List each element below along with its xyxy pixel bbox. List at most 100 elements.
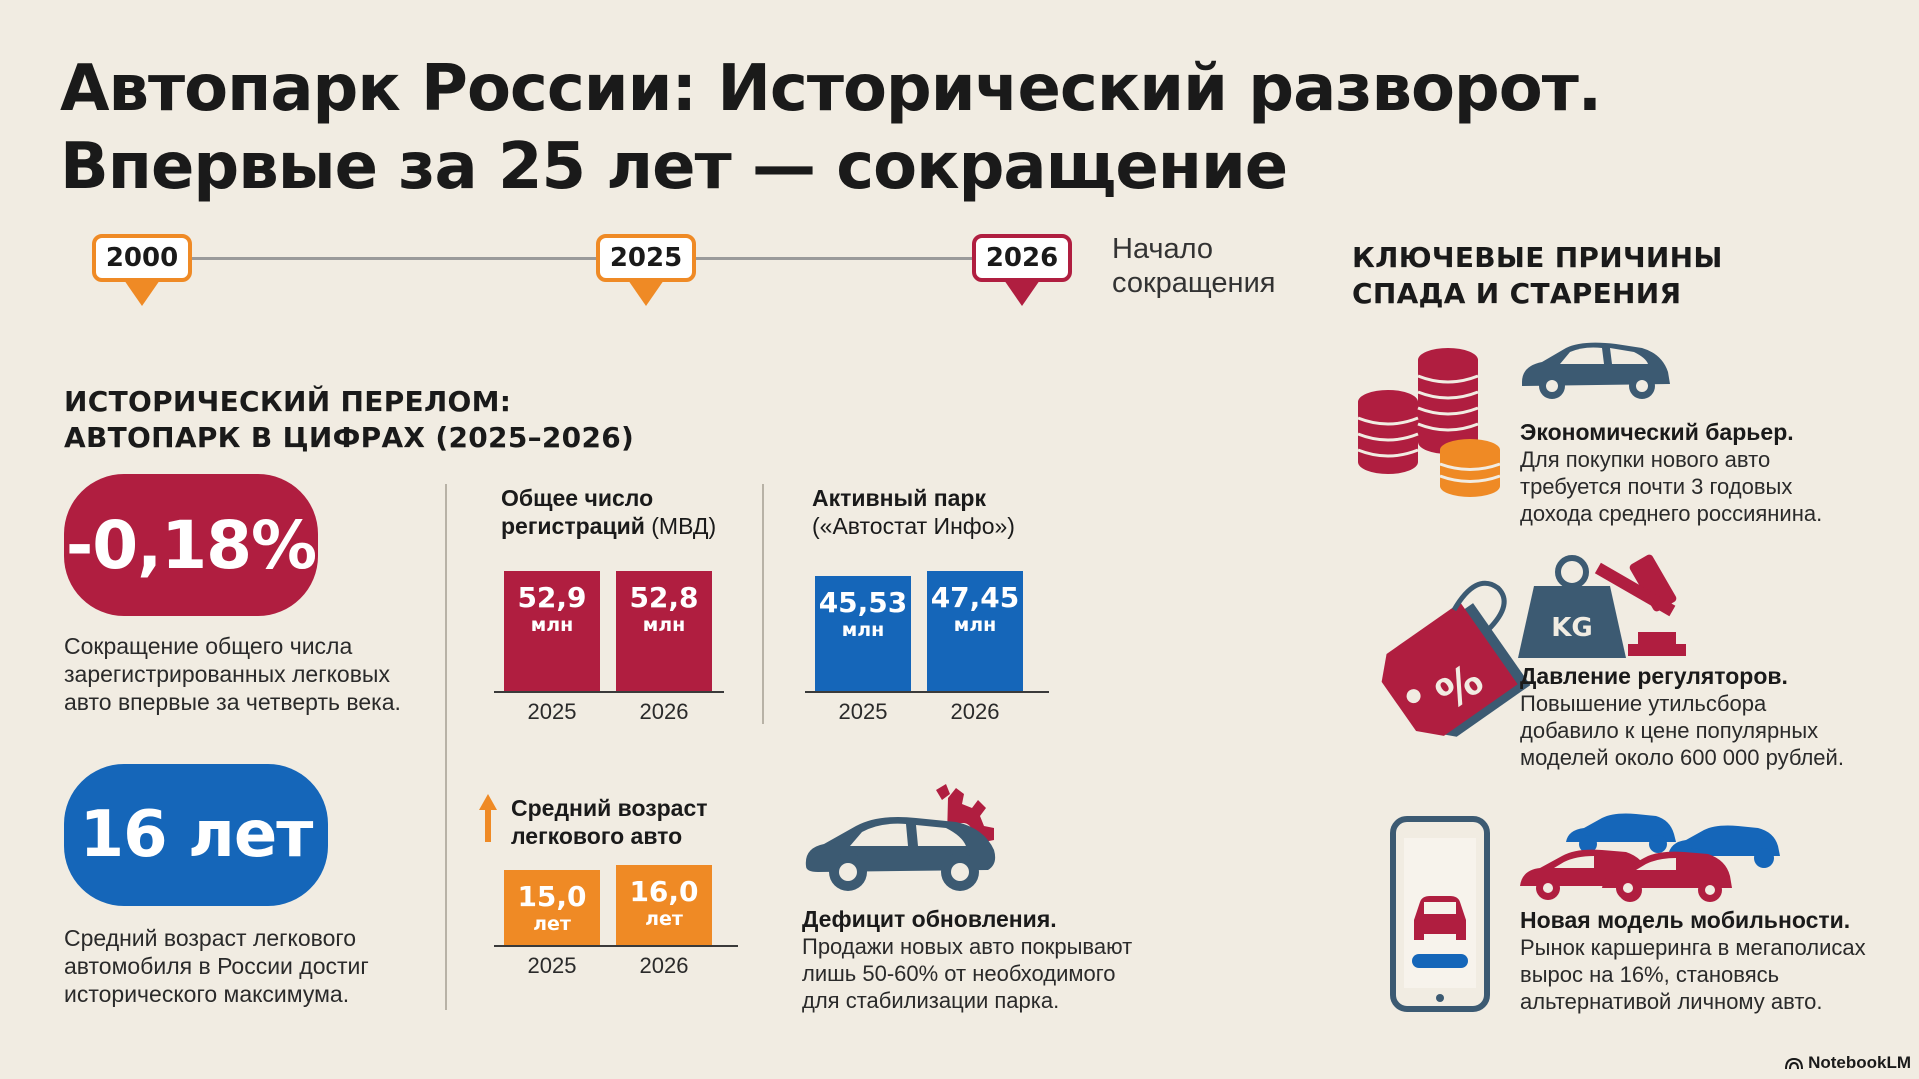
x-axis (805, 691, 1049, 693)
coins-car-icon (1356, 342, 1676, 502)
bar-value-label: 52,8 млн (616, 583, 712, 637)
chart-active-park-title: Активный парк («Автостат Инфо») (812, 484, 1015, 540)
reason-economic: Экономический барьер. Для покупки нового… (1520, 418, 1822, 527)
reason-regulators: Давление регуляторов. Повышение утильсбо… (1520, 662, 1844, 771)
reason-title: Экономический барьер. (1520, 419, 1794, 445)
section-heading-line1: КЛЮЧЕВЫЕ ПРИЧИНЫ (1352, 241, 1723, 274)
chart-age: 15,0 лет 2025 16,0 лет 2026 (494, 858, 738, 981)
reason-line: Для покупки нового авто (1520, 447, 1771, 472)
timeline-point-2026: 2026 (972, 234, 1072, 306)
price-tag-weight-gavel-icon: % KG (1348, 552, 1688, 752)
timeline-note-line2: сокращения (1112, 267, 1276, 299)
car-fleet-icon (1518, 812, 1788, 906)
bar-2026: 52,8 млн (616, 571, 712, 691)
page-title-line1: Автопарк России: Исторический разворот. (60, 52, 1602, 126)
bar-unit: млн (530, 614, 574, 636)
bar-value-label: 15,0 лет (504, 882, 600, 936)
car-broken-gear-icon (798, 780, 1030, 900)
chart-title-bold: Активный парк (812, 485, 986, 511)
deficit-line: Продажи новых авто покрывают (802, 934, 1133, 959)
stat-age-value: 16 лет (79, 798, 314, 872)
reason-line: требуется почти 3 годовых (1520, 474, 1793, 499)
timeline-pin-tip (1004, 280, 1040, 306)
stat-age-badge: 16 лет (64, 764, 328, 906)
bar-value: 52,9 (517, 581, 587, 614)
reason-line: вырос на 16%, становясь (1520, 962, 1780, 987)
chart-title-bold: легкового авто (511, 823, 683, 849)
reason-mobility: Новая модель мобильности. Рынок каршерин… (1520, 906, 1866, 1015)
chart-title-bold: Общее число (501, 485, 654, 511)
reason-line: Рынок каршеринга в мегаполисах (1520, 935, 1866, 960)
chart-title-bold: Средний возраст (511, 795, 708, 821)
chart-registrations: 52,9 млн 2025 52,8 млн 2026 (494, 555, 724, 727)
x-axis (494, 691, 724, 693)
chart-registrations-title: Общее число регистраций (МВД) (501, 484, 716, 540)
desc-line: зарегистрированных легковых (64, 661, 390, 687)
notebook-logo-icon (1785, 1057, 1804, 1070)
section-heading-line2: СПАДА И СТАРЕНИЯ (1352, 277, 1682, 310)
deficit-text: Дефицит обновления. Продажи новых авто п… (802, 905, 1132, 1014)
bar-value: 45,53 (818, 586, 908, 619)
reason-line: моделей около 600 000 рублей. (1520, 745, 1844, 770)
timeline-year-label: 2000 (92, 234, 192, 282)
weight-kg-text: KG (1551, 613, 1593, 643)
bar-value-label: 52,9 млн (504, 583, 600, 637)
bar-value: 47,45 (930, 581, 1020, 614)
desc-line: исторического максимума. (64, 981, 350, 1007)
reason-title: Давление регуляторов. (1520, 663, 1788, 689)
x-tick-label: 2025 (527, 953, 577, 978)
bar-2026: 16,0 лет (616, 865, 712, 945)
deficit-line: лишь 50-60% от необходимого (802, 961, 1116, 986)
bar-2025: 45,53 млн (815, 576, 911, 691)
reason-title: Новая модель мобильности. (1520, 907, 1851, 933)
bar-2026: 47,45 млн (927, 571, 1023, 691)
timeline-year-label: 2026 (972, 234, 1072, 282)
bar-value: 16,0 (629, 875, 699, 908)
chart-age-title: Средний возраст легкового авто (511, 794, 708, 850)
desc-line: Сокращение общего числа (64, 633, 353, 659)
reason-line: дохода среднего россиянина. (1520, 501, 1823, 526)
x-axis (494, 945, 738, 947)
stat-age-description: Средний возраст легкового автомобиля в Р… (64, 924, 369, 1008)
x-tick-label: 2026 (950, 699, 1000, 724)
chart-active-park: 45,53 млн 2025 47,45 млн 2026 (805, 555, 1049, 727)
timeline-year-label: 2025 (596, 234, 696, 282)
x-tick-label: 2025 (527, 699, 577, 724)
x-tick-label: 2026 (639, 953, 689, 978)
timeline-pin-tip (124, 280, 160, 306)
desc-line: автомобиля в России достиг (64, 953, 369, 979)
stat-decline-description: Сокращение общего числа зарегистрированн… (64, 632, 401, 716)
bar-unit: млн (841, 619, 885, 641)
phone-car-icon (1390, 816, 1490, 1012)
desc-line: авто впервые за четверть века. (64, 689, 401, 715)
deficit-title: Дефицит обновления. (802, 906, 1057, 932)
timeline-point-2000: 2000 (92, 234, 192, 306)
stat-decline-value: -0,18% (65, 506, 317, 584)
bar-unit: млн (953, 614, 997, 636)
bar-value-label: 47,45 млн (927, 583, 1023, 637)
timeline-pin-tip (628, 280, 664, 306)
arrow-up-icon (477, 792, 499, 844)
bar-value: 15,0 (517, 880, 587, 913)
bar-value: 52,8 (629, 581, 699, 614)
x-tick-label: 2025 (838, 699, 888, 724)
section-heading-line1: ИСТОРИЧЕСКИЙ ПЕРЕЛОМ: (64, 385, 512, 418)
timeline-note: Начало сокращения (1112, 232, 1275, 300)
timeline-note-line1: Начало (1112, 233, 1214, 265)
divider-vertical (445, 484, 447, 1010)
deficit-line: для стабилизации парка. (802, 988, 1060, 1013)
x-tick-label: 2026 (639, 699, 689, 724)
bar-unit: млн (642, 614, 686, 636)
timeline-line (140, 257, 1020, 260)
chart-title-source: (МВД) (644, 513, 717, 539)
reason-line: добавило к цене популярных (1520, 718, 1819, 743)
bar-2025: 52,9 млн (504, 571, 600, 691)
desc-line: Средний возраст легкового (64, 925, 357, 951)
stat-decline-badge: -0,18% (64, 474, 318, 616)
bar-unit: лет (645, 908, 683, 930)
divider-vertical (762, 484, 764, 724)
reason-line: Повышение утильсбора (1520, 691, 1767, 716)
section-heading-line2: АВТОПАРК В ЦИФРАХ (2025–2026) (64, 421, 635, 454)
timeline-point-2025: 2025 (596, 234, 696, 306)
section-heading-reasons: КЛЮЧЕВЫЕ ПРИЧИНЫ СПАДА И СТАРЕНИЯ (1352, 240, 1723, 312)
